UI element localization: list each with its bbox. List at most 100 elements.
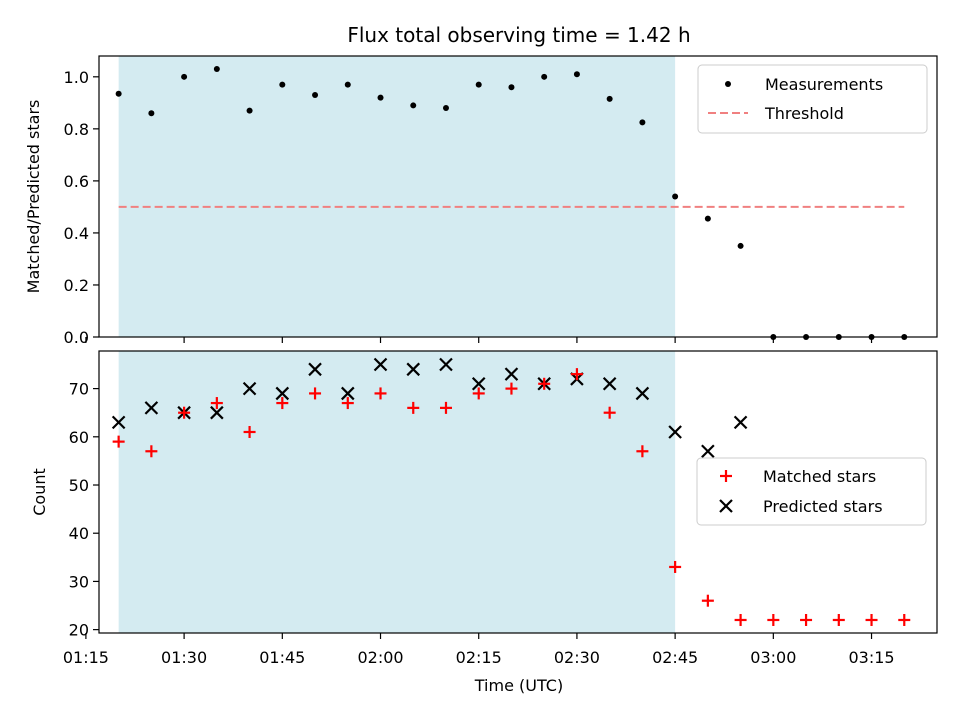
bottom-x-axis: 01:15 01:30 01:45 02:00 02:15 02:30 02:45 03:00… <box>63 633 895 667</box>
measurement-point <box>737 242 744 249</box>
measurement-point <box>246 107 253 114</box>
matched-star-point <box>341 397 354 410</box>
legend-threshold-label: Threshold <box>764 104 844 123</box>
matched-star-point <box>832 613 845 626</box>
measurement-point <box>442 105 449 112</box>
top-ytick-label: 0.8 <box>64 120 89 139</box>
matched-star-point <box>210 397 223 410</box>
measurement-point <box>541 73 548 80</box>
bottom-xtick-label: 03:15 <box>848 648 894 667</box>
bottom-ytick-label: 50 <box>69 476 89 495</box>
matched-star-point <box>505 382 518 395</box>
top-y-axis: 0.0 0.2 0.4 0.6 0.8 1.0 <box>64 68 99 347</box>
top-legend-box <box>697 64 928 134</box>
measurement-point <box>377 94 384 101</box>
bottom-xtick-label: 02:00 <box>357 648 403 667</box>
legend-predicted-marker <box>719 499 733 513</box>
top-ytick-label: 0.2 <box>64 276 89 295</box>
measurement-point <box>115 90 122 97</box>
predicted-star-point <box>144 401 159 415</box>
measurement-point <box>639 119 646 126</box>
predicted-star-point <box>733 415 748 430</box>
legend-measurements-label: Measurements <box>765 75 883 94</box>
measurement-point <box>410 102 417 109</box>
bottom-xtick-label: 03:00 <box>750 648 796 667</box>
matched-star-point <box>570 368 583 381</box>
measurement-point <box>573 71 580 78</box>
bottom-ylabel: Count <box>30 468 49 516</box>
predicted-star-point <box>210 405 224 420</box>
top-ytick-label: 0.0 <box>64 328 89 347</box>
predicted-star-point <box>341 386 355 401</box>
predicted-star-point <box>275 386 290 401</box>
chart-title: Flux total observing time = 1.42 h <box>347 23 690 47</box>
bottom-xtick-label: 01:15 <box>63 648 109 667</box>
matched-star-point <box>865 613 878 626</box>
predicted-star-point <box>668 425 682 439</box>
bottom-xtick-label: 02:45 <box>652 648 698 667</box>
matched-star-point <box>734 613 747 626</box>
matched-star-point <box>898 613 911 626</box>
matched-star-point <box>276 397 289 410</box>
bottom-xlabel: Time (UTC) <box>474 676 563 695</box>
top-x-axis <box>85 337 873 343</box>
matched-star-point <box>800 613 813 626</box>
bottom-observing-window <box>118 351 676 633</box>
bottom-axes-frame <box>98 350 938 634</box>
predicted-star-point <box>602 377 617 391</box>
matched-star-point <box>243 425 256 438</box>
bottom-ytick-label: 30 <box>69 572 89 591</box>
matched-star-point <box>636 445 649 458</box>
measurement-point <box>279 81 286 88</box>
legend-predicted-label: Predicted stars <box>763 497 883 516</box>
measurement-point <box>148 110 155 117</box>
predicted-star-point <box>439 357 453 372</box>
bottom-xtick-label: 01:30 <box>161 648 207 667</box>
predicted-star-point <box>504 367 519 381</box>
matched-star-point <box>374 387 387 400</box>
matched-star-point <box>407 401 420 414</box>
predicted-star-point <box>471 377 486 391</box>
matched-star-point <box>178 406 191 419</box>
measurement-point <box>213 66 220 73</box>
matched-star-point <box>112 435 125 448</box>
predicted-star-point <box>635 386 650 401</box>
top-ylabel: Matched/Predicted stars <box>24 100 43 294</box>
measurement-point <box>344 81 351 88</box>
matched-star-point <box>701 594 714 607</box>
legend-matched-marker <box>720 470 732 482</box>
bottom-ytick-label: 60 <box>69 428 89 447</box>
top-ytick-label: 0.4 <box>64 224 89 243</box>
top-legend: Measurements Threshold <box>697 64 928 134</box>
matched-star-point <box>538 377 551 390</box>
measurement-point <box>606 95 613 102</box>
matched-star-point <box>767 613 780 626</box>
predicted-star-point <box>406 362 421 377</box>
top-ytick-label: 0.6 <box>64 172 89 191</box>
top-observing-window <box>118 56 676 337</box>
top-panel: 0.0 0.2 0.4 0.6 0.8 1.0 Matched/Predicted sta… <box>24 55 938 347</box>
bottom-ytick-label: 40 <box>69 524 89 543</box>
bottom-xtick-label: 01:45 <box>259 648 305 667</box>
predicted-star-point <box>242 381 257 396</box>
measurement-point <box>672 193 679 200</box>
measurement-point <box>312 92 319 99</box>
legend-measurements-marker <box>725 81 731 87</box>
bottom-xtick-label: 02:15 <box>456 648 502 667</box>
top-ytick-label: 1.0 <box>64 68 89 87</box>
predicted-star-point <box>373 357 388 372</box>
bottom-xtick-label: 02:30 <box>554 648 600 667</box>
matched-star-point <box>603 406 616 419</box>
predicted-star-point <box>308 362 322 377</box>
measurement-point <box>508 84 515 91</box>
matched-star-point <box>309 387 322 400</box>
bottom-ytick-label: 70 <box>69 380 89 399</box>
bottom-legend-box <box>696 457 927 526</box>
predicted-star-point <box>701 444 715 459</box>
bottom-ytick-label: 20 <box>69 621 89 640</box>
top-axes-frame <box>98 55 938 338</box>
bottom-panel: 20 30 40 50 60 70 01:15 01:30 01:45 02:00 02:15 02… <box>30 350 938 695</box>
bottom-legend: Matched stars Predicted stars <box>696 457 927 526</box>
matched-star-point <box>145 445 158 458</box>
